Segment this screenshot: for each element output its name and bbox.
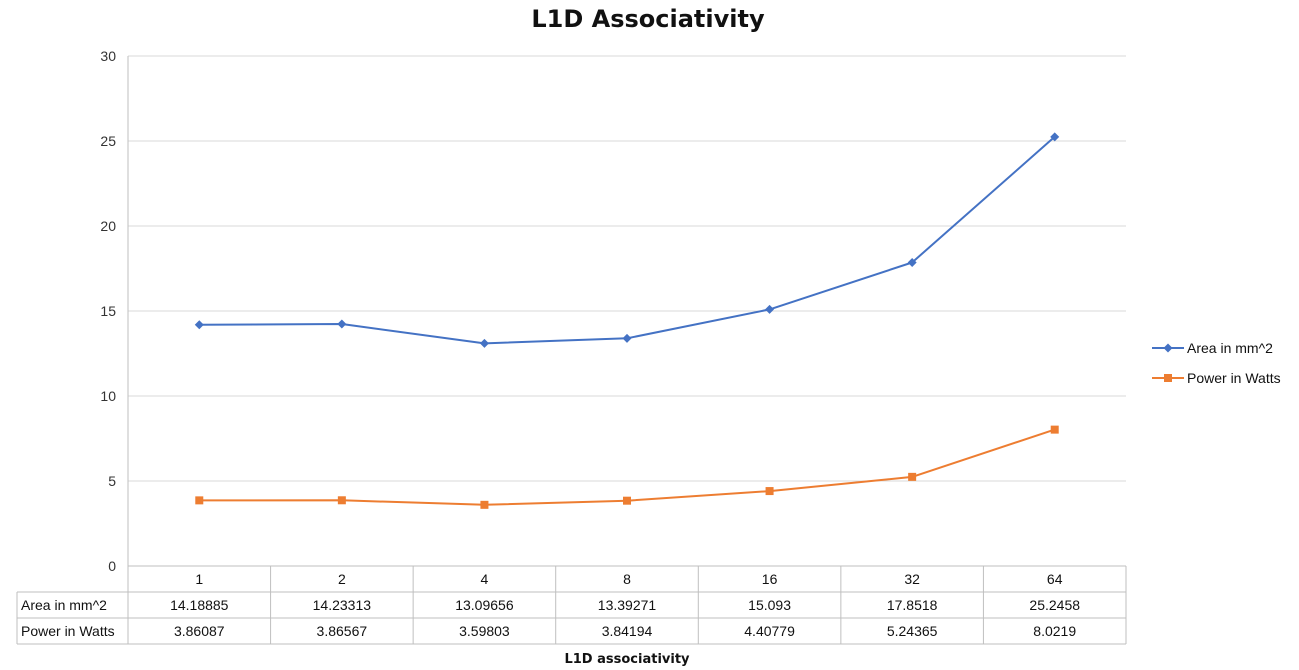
data-label: 25.2458 (1029, 597, 1080, 613)
x-category-label: 64 (1047, 571, 1063, 587)
data-point (337, 496, 346, 505)
data-point (622, 333, 632, 343)
data-point (337, 319, 347, 329)
data-point (195, 496, 204, 505)
data-point (623, 496, 631, 505)
gridlines (127, 55, 1126, 566)
x-category-label: 16 (762, 571, 778, 587)
data-label: 4.40779 (744, 623, 795, 639)
data-label: 5.24365 (887, 623, 938, 639)
data-point (194, 320, 204, 330)
data-label: 3.86087 (174, 623, 225, 639)
plot-area (194, 132, 1060, 509)
y-axis-ticks: 0 5 10 15 20 25 30 (100, 48, 116, 574)
data-label: 17.8518 (887, 597, 938, 613)
y-tick-label: 15 (100, 303, 116, 319)
y-tick-label: 30 (100, 48, 116, 64)
data-point (907, 258, 917, 268)
data-point (765, 487, 774, 496)
legend-marker (1163, 343, 1173, 353)
data-table: 1 2 4 8 16 32 64 Area in mm^2 14.18885 14.23313 13… (16, 565, 1127, 645)
data-point (908, 472, 917, 481)
y-tick-label: 25 (100, 133, 116, 149)
y-tick-label: 0 (108, 558, 116, 574)
data-label: 13.09656 (455, 597, 514, 613)
legend: Area in mm^2 Power in Watts (1152, 340, 1281, 386)
y-tick-label: 20 (100, 218, 116, 234)
series-line (199, 428, 1056, 506)
data-point (1050, 425, 1059, 434)
x-category-label: 1 (195, 571, 203, 587)
data-label: 13.39271 (598, 597, 657, 613)
data-point (765, 304, 775, 314)
chart-title: L1D Associativity (531, 5, 765, 33)
x-category-label: 8 (623, 571, 631, 587)
legend-entry: Power in Watts (1187, 370, 1281, 386)
table-row-label: Area in mm^2 (21, 597, 107, 613)
x-category-label: 2 (338, 571, 346, 587)
series-line (199, 136, 1056, 345)
data-point (479, 338, 489, 348)
legend-marker (1164, 374, 1172, 382)
x-category-label: 4 (481, 571, 489, 587)
data-label: 8.0219 (1033, 623, 1076, 639)
data-label: 3.84194 (602, 623, 653, 639)
x-axis-label: L1D associativity (564, 652, 690, 667)
data-label: 3.86567 (317, 623, 368, 639)
data-point (1050, 132, 1060, 142)
data-label: 15.093 (748, 597, 791, 613)
x-category-label: 32 (904, 571, 920, 587)
y-tick-label: 5 (108, 473, 116, 489)
data-point (480, 500, 489, 509)
data-label: 14.18885 (170, 597, 229, 613)
y-tick-label: 10 (100, 388, 116, 404)
data-label: 3.59803 (459, 623, 510, 639)
table-row-label: Power in Watts (21, 623, 115, 639)
data-label: 14.23313 (313, 597, 372, 613)
legend-entry: Area in mm^2 (1187, 340, 1273, 356)
